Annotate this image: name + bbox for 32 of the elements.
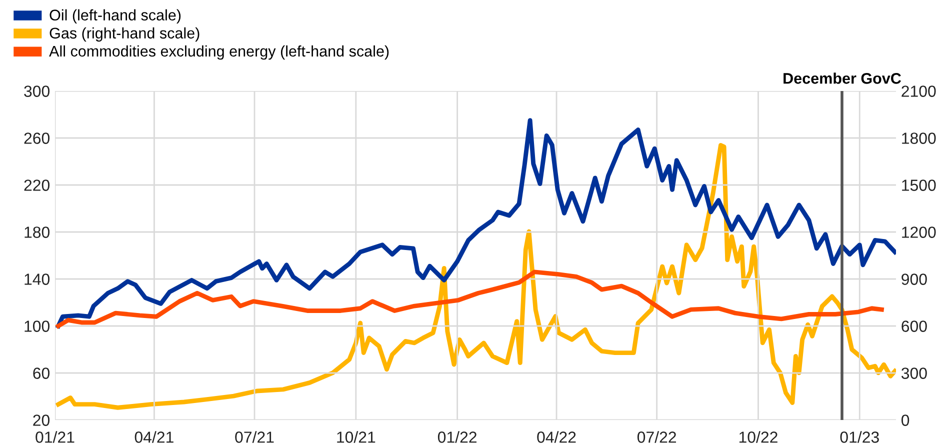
y-tick-label: 220 [24,180,50,191]
y2-tick-label: 1500 [902,180,936,191]
line-series [56,118,896,328]
y-tick-label: 260 [24,132,50,144]
y-tick-label: 20 [33,414,50,426]
y2-tick-label: 900 [902,274,927,285]
legend-label: Gas (right-hand scale) [50,27,200,42]
y-tick-label: 100 [24,320,50,332]
y2-tick-label: 600 [902,320,927,332]
x-tick-label: 10/22 [739,431,778,443]
legend-label: Oil (left-hand scale) [50,9,181,24]
y-tick-label: 60 [33,368,50,379]
x-tick-label: 10/21 [337,431,376,443]
line-series [56,270,884,328]
y2-tick-label: 2100 [902,86,936,97]
ref-line-label: December GovC [784,72,902,84]
y-tick-label: 140 [24,274,50,285]
y2-tick-label: 300 [901,368,927,379]
x-tick-label: 07/21 [235,431,274,443]
x-tick-label: 07/22 [637,431,676,443]
line-series [56,142,896,410]
x-tick-label: 04/21 [134,431,174,443]
y2-tick-label: 1800 [902,132,936,144]
y-tick-label: 300 [24,86,50,97]
x-tick-label: 01/21 [36,431,74,443]
y2-tick-label: 1200 [902,226,936,238]
y-tick-label: 180 [24,226,50,238]
y2-tick-label: 0 [901,414,910,426]
x-tick-label: 04/22 [537,431,576,443]
legend-label: All commodities excluding energy (left-hand scale) [49,45,389,60]
x-tick-label: 01/23 [840,431,879,443]
x-tick-label: 01/22 [438,431,476,443]
